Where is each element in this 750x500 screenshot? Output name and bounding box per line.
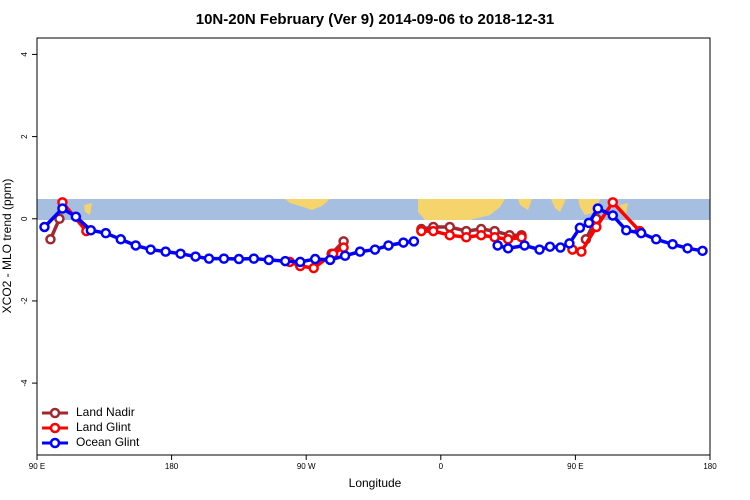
data-point [218,253,230,264]
data-point [54,213,65,225]
map-strip [37,199,710,220]
data-point [650,234,662,245]
data-point [45,234,56,245]
data-point [339,250,351,261]
data-point [175,248,186,259]
data-point [607,197,619,208]
data-point [398,237,409,248]
data-point [70,211,82,222]
data-point [516,232,527,243]
data-point [534,244,545,255]
data-point [574,222,586,234]
legend-marker [49,437,61,449]
data-point [564,238,575,249]
data-point [294,256,306,268]
legend-label: Ocean Glint [76,435,140,449]
data-point [583,217,595,229]
x-tick-label: 180 [165,462,179,471]
legend-label: Land Glint [76,420,131,434]
data-point [444,229,456,241]
data-point [354,246,366,257]
data-point [428,225,439,237]
legend-marker [49,422,61,434]
data-point [592,203,604,214]
x-axis-label: Longitude [349,476,402,490]
data-point [408,236,420,247]
data-point [57,203,68,214]
data-point [576,246,587,257]
data-point [190,251,201,262]
data-point [383,240,394,251]
plot-frame [36,37,711,456]
y-axis-label: XCO2 - MLO trend (ppm) [0,179,14,314]
data-point [280,255,291,267]
data-point [308,262,319,274]
y-tick-label: 2 [20,134,29,139]
y-tick-label: -4 [20,379,29,387]
chart-title: 10N-20N February (Ver 9) 2014-09-06 to 2… [196,11,555,28]
data-point [416,225,427,237]
x-tick-label: 90 E [29,462,45,471]
data-point [502,243,514,254]
data-point [160,246,171,257]
data-point [145,244,156,255]
x-tick-label: 0 [439,462,444,471]
data-point [338,242,349,253]
data-point [248,253,260,264]
data-point [233,253,245,265]
x-tick-label: 90 E [567,462,583,471]
data-point [544,241,556,252]
data-point [591,221,602,233]
data-point [697,245,708,257]
data-point [607,210,619,221]
data-point [620,225,632,236]
data-point [555,242,566,253]
legend-label: Land Nadir [76,405,135,419]
data-point [502,234,514,245]
data-point [115,234,127,245]
legend-marker [49,407,61,419]
data-point [635,227,647,239]
y-tick-label: -2 [20,297,29,305]
data-point [130,240,141,251]
data-point [263,254,275,266]
data-point [519,240,530,251]
data-point [489,232,500,243]
data-point [39,221,50,233]
data-point [100,227,112,239]
x-tick-label: 180 [703,462,717,471]
data-point [460,232,472,243]
data-point [475,229,487,241]
x-tick-label: 90 W [297,462,316,471]
data-point [667,238,678,250]
data-point [682,243,693,254]
y-tick-label: 0 [20,216,29,221]
data-point [203,253,215,264]
data-point [324,254,336,266]
data-point [492,240,503,251]
data-point [309,253,321,265]
data-point [85,225,97,236]
y-tick-label: 4 [20,52,29,57]
data-point [444,221,456,233]
data-point [369,244,381,255]
